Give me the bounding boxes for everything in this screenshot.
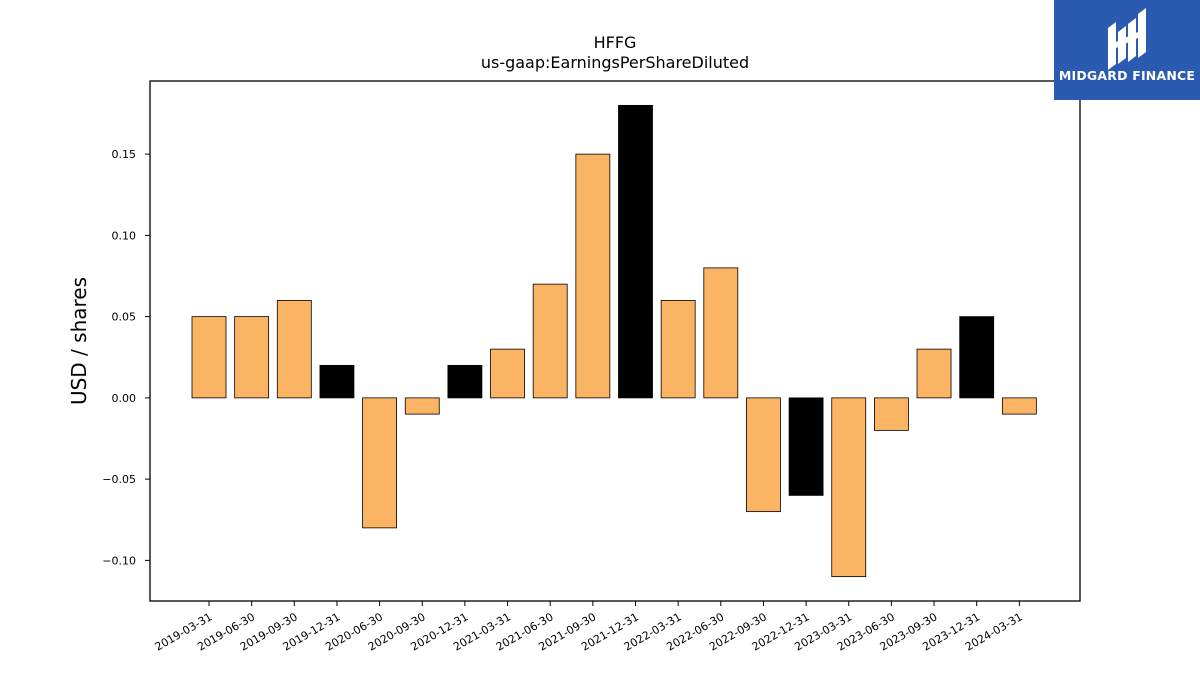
bar-2022-06-30 [703,267,739,399]
y-tick-label: 0.10 [112,229,137,242]
bar-2020-09-30 [404,397,440,415]
y-tick-label: −0.05 [102,473,136,486]
bar-2022-03-31 [660,299,696,399]
bar-2019-06-30 [234,316,270,399]
bar-2021-12-31 [618,104,653,399]
chart-title: HFFG [594,33,637,52]
chart-subtitle: us-gaap:EarningsPerShareDiluted [481,53,749,72]
logo-text: MIDGARD FINANCE [1058,68,1196,83]
bar-2020-12-31 [447,364,483,399]
y-axis: −0.10 −0.05 0.00 0.05 0.10 0.15 [102,148,150,567]
bar-2021-03-31 [490,348,525,399]
bar-2020-06-30 [362,397,398,529]
y-tick-label: 0.00 [112,392,137,405]
bars-group [191,104,1037,578]
plot-frame [149,80,1081,602]
bar-2023-12-31 [959,316,995,399]
y-tick-label: −0.10 [102,554,136,567]
bar-2024-03-31 [1001,397,1037,415]
bar-2023-09-30 [916,348,952,399]
y-axis-label: USD / shares [67,277,91,405]
logo-mark-icon [1108,8,1146,70]
y-tick-label: 0.05 [112,311,137,324]
bar-2021-09-30 [575,153,611,399]
bar-2021-06-30 [532,283,568,399]
bar-2023-03-31 [831,397,867,578]
bar-2019-12-31 [319,364,355,399]
bar-2019-09-30 [276,299,312,399]
midgard-finance-logo: MIDGARD FINANCE [1054,0,1200,100]
bar-2022-12-31 [788,397,824,496]
bar-2019-03-31 [191,316,227,399]
y-tick-label: 0.15 [112,148,137,161]
bar-2023-06-30 [874,397,909,431]
bar-2022-09-30 [746,397,781,513]
x-axis: 2019-03-312019-06-302019-09-302019-12-31… [153,601,1025,654]
